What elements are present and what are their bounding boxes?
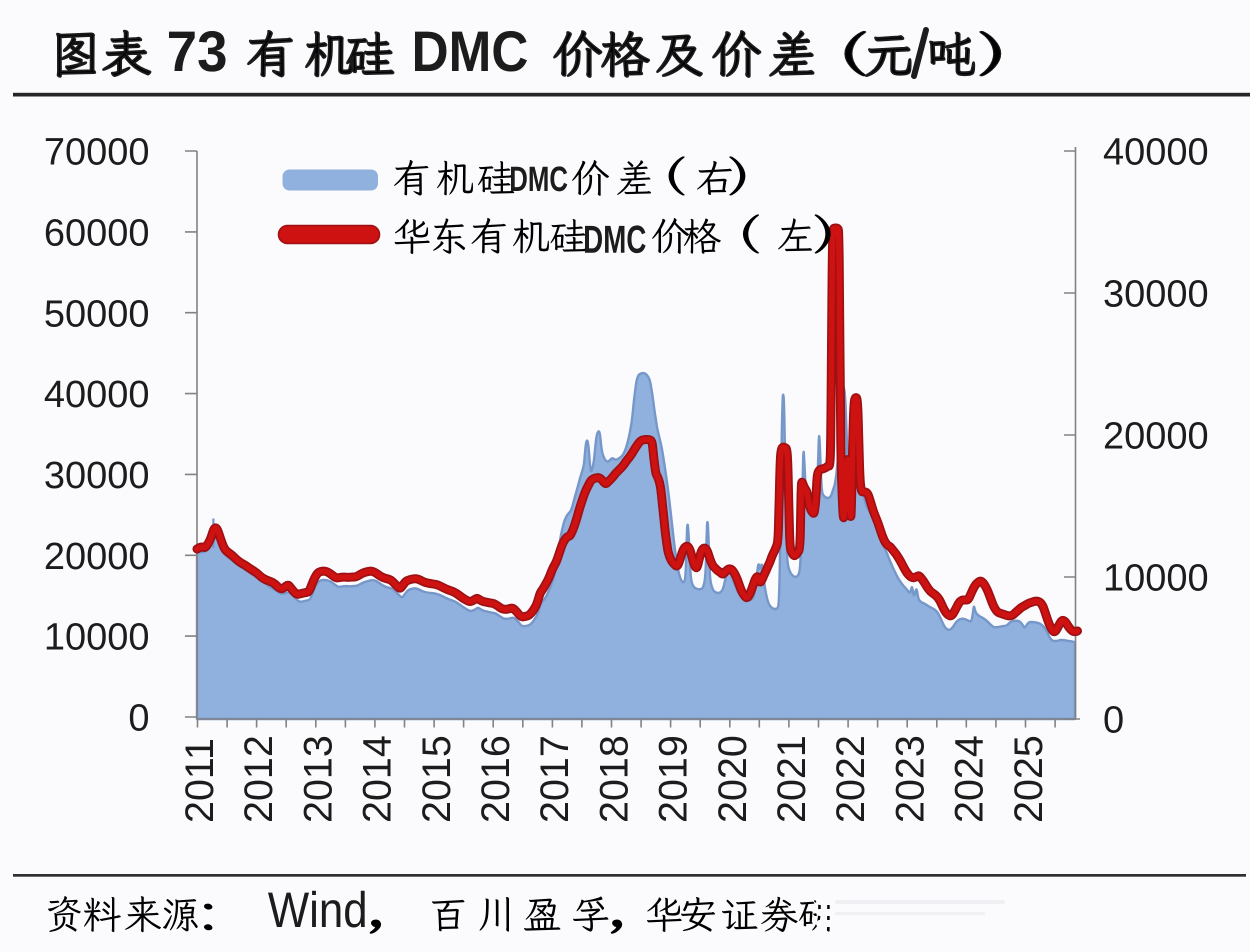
svg-text:2016: 2016	[474, 735, 518, 823]
svg-text:2024: 2024	[948, 735, 992, 823]
svg-text:30000: 30000	[1103, 274, 1209, 316]
svg-text:0: 0	[128, 698, 149, 740]
svg-text:40000: 40000	[44, 374, 150, 416]
svg-text:70000: 70000	[44, 132, 150, 174]
svg-text:2012: 2012	[237, 735, 281, 823]
svg-text:2013: 2013	[296, 735, 340, 823]
svg-text:20000: 20000	[1103, 416, 1209, 458]
svg-text:60000: 60000	[44, 213, 150, 255]
svg-text:10000: 10000	[1103, 558, 1209, 600]
svg-text:2020: 2020	[711, 735, 755, 823]
svg-text:2015: 2015	[415, 735, 459, 823]
svg-text:20000: 20000	[44, 536, 150, 578]
svg-text:2018: 2018	[592, 735, 636, 823]
svg-text:2021: 2021	[770, 735, 814, 823]
svg-text:0: 0	[1103, 700, 1124, 742]
svg-text:10000: 10000	[44, 617, 150, 659]
svg-text:2017: 2017	[533, 735, 577, 823]
svg-text:30000: 30000	[44, 455, 150, 497]
svg-text:2014: 2014	[356, 735, 400, 823]
svg-text:50000: 50000	[44, 293, 150, 335]
svg-text:2022: 2022	[829, 735, 873, 823]
svg-text:2019: 2019	[652, 735, 696, 823]
svg-text:2025: 2025	[1007, 735, 1051, 823]
svg-text:40000: 40000	[1103, 132, 1209, 174]
svg-text:2011: 2011	[178, 738, 222, 823]
svg-text:2023: 2023	[888, 735, 932, 823]
